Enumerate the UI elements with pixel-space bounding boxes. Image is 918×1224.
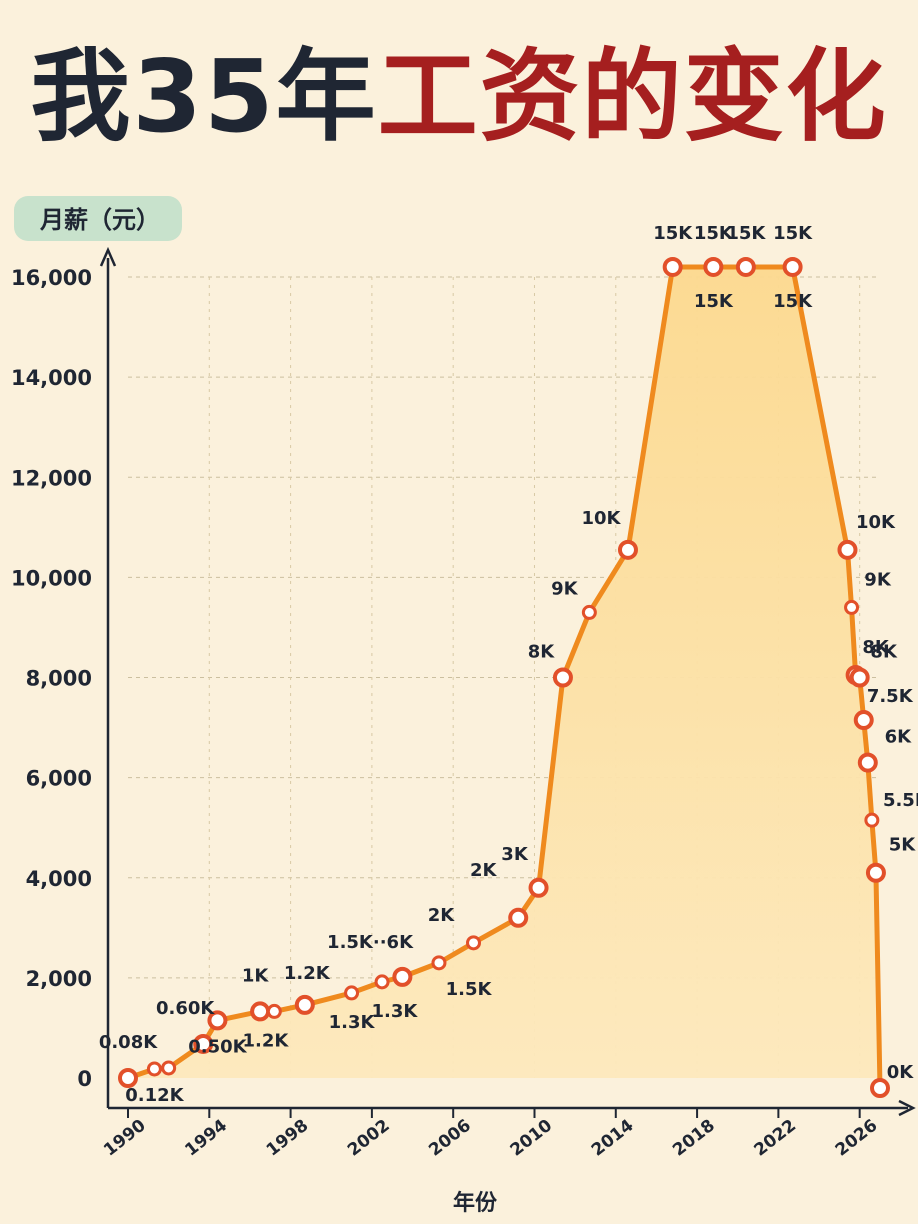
data-label: 3K <box>501 844 529 865</box>
y-tick-label: 4,000 <box>26 867 92 891</box>
data-point <box>662 256 683 277</box>
axes <box>99 246 916 1118</box>
data-point <box>344 985 360 1001</box>
x-tick-label: 2018 <box>669 1116 719 1161</box>
data-label: 0.50K <box>188 1036 247 1057</box>
data-point <box>266 1003 282 1019</box>
data-label: 8K <box>870 642 898 663</box>
data-point <box>193 1033 214 1054</box>
data-label: 0.60K <box>156 998 215 1019</box>
data-point <box>118 1068 138 1088</box>
x-tick-label: 2026 <box>832 1116 882 1161</box>
data-label: 2K <box>470 860 498 881</box>
data-point <box>250 1001 271 1022</box>
data-point <box>431 955 447 971</box>
data-label: 0.08K <box>99 1032 158 1053</box>
data-label: 7.5K <box>867 686 914 707</box>
data-point <box>294 994 315 1015</box>
x-tick-label: 2006 <box>425 1116 475 1161</box>
data-markers <box>118 256 890 1099</box>
data-point <box>865 862 886 883</box>
y-axis-label: 月薪（元） <box>14 196 182 241</box>
data-point <box>782 256 803 277</box>
data-point <box>844 599 860 615</box>
data-point <box>161 1060 177 1076</box>
data-label: 8K <box>862 637 890 658</box>
x-tick-label: 1998 <box>263 1116 313 1161</box>
data-point <box>508 907 529 928</box>
data-label: 6K <box>885 727 913 748</box>
data-label: 1.3K <box>329 1012 376 1033</box>
data-label: 1.5K··6K <box>327 932 414 953</box>
data-label: 10K <box>581 508 621 529</box>
data-point <box>857 752 878 773</box>
y-tick-label: 0 <box>77 1067 92 1091</box>
data-point <box>207 1010 228 1031</box>
x-axis-label: 年份 <box>453 1190 498 1216</box>
data-point <box>392 966 413 987</box>
data-label: 1K <box>242 965 270 986</box>
data-point <box>552 667 573 688</box>
data-label: 5K <box>889 835 917 856</box>
data-point <box>864 812 880 828</box>
data-label: 0K <box>887 1062 915 1083</box>
y-tick-label: 2,000 <box>26 967 92 991</box>
data-label: 15K <box>694 291 734 312</box>
x-tick-label: 2002 <box>344 1116 394 1161</box>
x-tick-label: 2014 <box>588 1116 638 1161</box>
title-part-red: 工资的变化 <box>377 38 888 155</box>
data-point <box>617 539 638 560</box>
y-tick-label: 16,000 <box>11 266 92 290</box>
data-point <box>374 974 390 990</box>
data-point <box>837 539 858 560</box>
data-label: 15K <box>726 223 766 244</box>
area-fill <box>128 266 880 1089</box>
x-tick-label: 1990 <box>100 1116 150 1161</box>
x-tick-label: 2010 <box>507 1116 557 1161</box>
data-point <box>581 604 597 620</box>
data-label: 5.5K <box>883 790 918 811</box>
data-label: 15K <box>773 291 813 312</box>
data-label: 1.2K <box>242 1030 289 1051</box>
data-label: 8K <box>528 642 556 663</box>
y-tick-label: 14,000 <box>11 366 92 390</box>
data-label: 1.3K <box>371 1001 418 1022</box>
data-labels: 0.08K 0.12K 0.60K 0.50K 1K 1.2K 1.2K 1.3K 1.5K··… <box>99 223 918 1106</box>
data-label: 0.12K <box>125 1085 184 1106</box>
data-point <box>853 710 874 731</box>
y-tick-label: 8,000 <box>26 667 92 691</box>
y-tick-label: 6,000 <box>26 767 92 791</box>
data-label: 15K <box>653 223 693 244</box>
data-label: 15K <box>773 223 813 244</box>
data-label: 15K <box>694 223 734 244</box>
title-part-dark: 我35年 <box>30 38 378 155</box>
data-label: 9K <box>864 569 892 590</box>
data-label: 1.2K <box>284 963 331 984</box>
data-label: 1.5K <box>446 979 493 1000</box>
y-axis-arrow <box>99 246 117 267</box>
data-label: 2K <box>428 905 456 926</box>
x-tick-label: 2022 <box>750 1116 800 1161</box>
data-label: 9K <box>551 578 579 599</box>
x-axis-arrow <box>898 1099 916 1117</box>
data-point <box>735 256 756 277</box>
x-tick-label: 1994 <box>181 1116 231 1161</box>
data-point <box>870 1078 890 1099</box>
data-point <box>528 877 549 898</box>
y-tick-label: 10,000 <box>11 566 92 590</box>
area-shape <box>128 266 880 1089</box>
y-tick-label: 12,000 <box>11 466 92 490</box>
data-point <box>703 256 724 277</box>
data-label: 10K <box>856 512 896 533</box>
data-point <box>849 667 870 688</box>
data-point <box>146 1061 162 1077</box>
chart-title: 我35年工资的变化 <box>0 22 918 172</box>
data-point <box>466 935 482 951</box>
